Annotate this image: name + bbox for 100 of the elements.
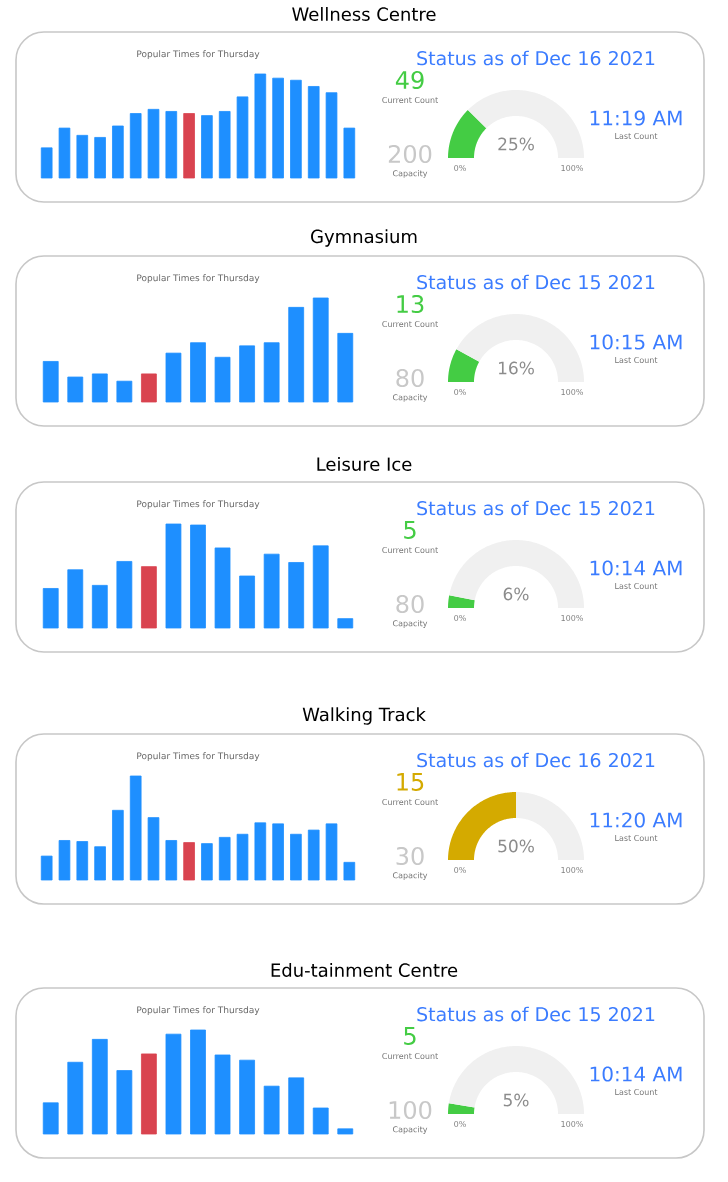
bar xyxy=(201,115,213,179)
bar xyxy=(76,841,89,881)
bar xyxy=(239,575,255,629)
text: 5 xyxy=(404,1027,416,1045)
text: 11:20 AM xyxy=(590,812,682,828)
text: 16% xyxy=(499,361,534,375)
text: 50% xyxy=(498,839,534,853)
bar xyxy=(58,127,71,179)
bar xyxy=(116,561,133,629)
bar xyxy=(94,846,106,881)
text: 15 xyxy=(397,773,424,791)
bar xyxy=(288,562,305,629)
bar xyxy=(254,73,267,179)
bar xyxy=(183,113,195,179)
bar xyxy=(288,1077,305,1135)
bar xyxy=(325,92,338,179)
bar xyxy=(337,618,354,629)
bar xyxy=(272,77,284,179)
bar xyxy=(214,547,231,629)
bar xyxy=(116,380,133,403)
bar xyxy=(290,79,302,179)
text: Status as of Dec 15 2021 xyxy=(417,274,655,290)
bar xyxy=(307,829,320,881)
text: 13 xyxy=(397,294,424,314)
bar xyxy=(141,1053,157,1135)
text: Walking Track xyxy=(302,707,426,725)
bar xyxy=(325,823,338,881)
text: 49 xyxy=(395,70,424,90)
bar xyxy=(165,111,178,179)
bar xyxy=(343,127,356,179)
bar xyxy=(218,836,231,881)
text: 11:19 AM xyxy=(590,110,682,126)
bar xyxy=(40,147,53,179)
bar xyxy=(129,775,142,881)
text: 10:14 AM xyxy=(590,560,682,576)
bar xyxy=(337,1128,354,1135)
bar xyxy=(112,125,124,179)
bar xyxy=(147,817,160,881)
bar xyxy=(141,373,157,403)
bar xyxy=(239,1059,255,1135)
text: 10:15 AM xyxy=(590,334,682,350)
bar xyxy=(190,342,206,403)
bar xyxy=(214,356,231,403)
text: 5% xyxy=(503,1093,529,1107)
bar xyxy=(312,297,329,403)
bar xyxy=(147,108,160,179)
bar xyxy=(190,1029,206,1135)
bar xyxy=(218,111,231,179)
bar xyxy=(116,1070,133,1135)
bar xyxy=(42,361,59,403)
bar xyxy=(290,833,302,881)
text: 10:14 AM xyxy=(590,1066,682,1082)
bar xyxy=(288,306,305,403)
bar xyxy=(165,352,182,403)
bar xyxy=(40,855,53,881)
text: Status as of Dec 15 2021 xyxy=(417,500,655,516)
bar xyxy=(165,840,178,881)
bar xyxy=(141,566,157,629)
bar xyxy=(201,843,213,881)
bar xyxy=(76,134,89,179)
bar xyxy=(42,588,59,629)
bar xyxy=(190,524,206,629)
bar xyxy=(91,373,108,403)
bar xyxy=(58,840,71,881)
bar xyxy=(67,569,84,629)
bar xyxy=(272,823,284,881)
bar xyxy=(236,96,249,179)
bar xyxy=(263,553,280,629)
text: 5 xyxy=(404,521,416,539)
text: 6% xyxy=(503,587,529,601)
text: Gymnasium xyxy=(311,229,417,247)
bar xyxy=(91,584,108,629)
bar xyxy=(94,137,106,179)
text: Edu-tainment Centre xyxy=(271,963,458,977)
bar xyxy=(239,345,255,403)
bar xyxy=(236,833,249,881)
bar xyxy=(112,809,124,881)
bar xyxy=(165,1033,182,1135)
bar xyxy=(254,822,267,881)
bar xyxy=(312,1107,329,1135)
bar xyxy=(263,342,280,403)
bar xyxy=(312,545,329,629)
bar xyxy=(263,1085,280,1135)
bar xyxy=(67,376,84,403)
text: Leisure Ice xyxy=(317,457,412,471)
text: Status as of Dec 15 2021 xyxy=(417,1006,655,1022)
bar xyxy=(183,842,195,881)
bar xyxy=(91,1038,108,1135)
bar xyxy=(67,1061,84,1135)
bar xyxy=(343,861,356,881)
text: Status as of Dec 16 2021 xyxy=(417,50,655,66)
text: Wellness Centre xyxy=(292,7,436,21)
bar xyxy=(129,113,142,179)
bar xyxy=(42,1102,59,1135)
text: 25% xyxy=(498,137,534,151)
bar xyxy=(307,86,320,179)
text: Status as of Dec 16 2021 xyxy=(417,752,655,768)
bar xyxy=(214,1054,231,1135)
bar xyxy=(165,523,182,629)
bar xyxy=(337,332,354,403)
